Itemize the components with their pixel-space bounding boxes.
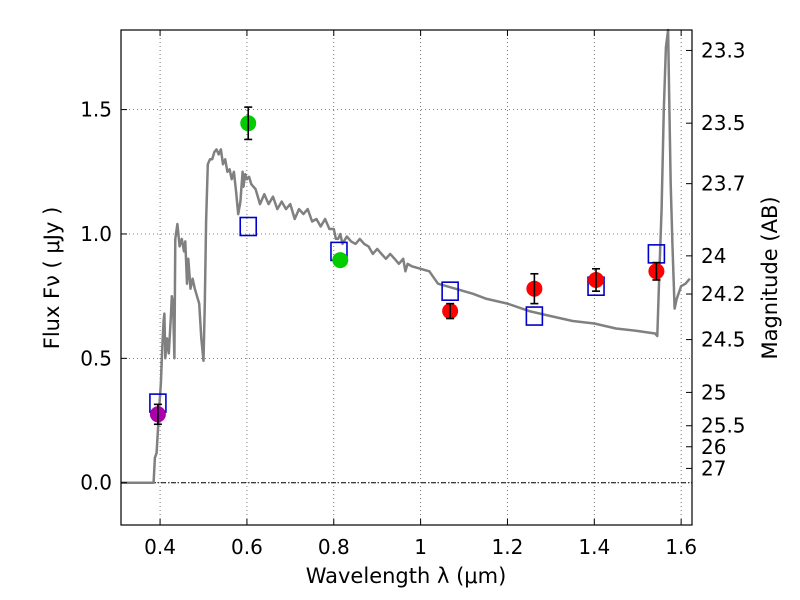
x-tick-label: 0.6 — [231, 535, 263, 559]
x-tick-label: 1 — [414, 535, 427, 559]
spectrum-line — [121, 28, 691, 484]
x-tick-label: 0.4 — [144, 535, 176, 559]
x-axis-label: Wavelength λ (μm) — [306, 564, 507, 588]
magnitude-tick-label: 24 — [701, 244, 726, 268]
y-tick-label: 1.5 — [80, 98, 112, 122]
y-tick-label: 1.0 — [80, 222, 112, 246]
magnitude-tick-label: 25 — [701, 380, 726, 404]
marker-layer — [149, 106, 666, 426]
x-tick-label: 1.6 — [665, 535, 697, 559]
magnitude-tick-label: 26 — [701, 435, 726, 459]
plot-area — [121, 30, 692, 525]
y2-axis-label: Magnitude (AB) — [758, 196, 782, 359]
model-square-marker — [525, 306, 544, 326]
magnitude-tick-label: 24.2 — [701, 282, 746, 306]
x-tick-label: 0.8 — [318, 535, 350, 559]
magnitude-tick-label: 27 — [701, 456, 726, 480]
grid — [121, 30, 692, 525]
magnitude-tick-label: 23.7 — [701, 172, 746, 196]
plot-frame — [120, 29, 693, 526]
magnitude-tick-label: 23.5 — [701, 111, 746, 135]
magnitude-tick-label: 24.5 — [701, 328, 746, 352]
magnitude-tick-label: 25.5 — [701, 414, 746, 438]
spectrum-layer — [121, 28, 691, 484]
x-tick-label: 1.2 — [492, 535, 524, 559]
ticks: 0.4 0.6 0.8 1 1.2 1.4 1.6 0.0 0.5 1.0 1.5 23.3 23.5 2… — [80, 30, 746, 559]
magnitude-tick-label: 23.3 — [701, 38, 746, 62]
y-tick-label: 0.0 — [80, 471, 112, 495]
model-square-marker — [239, 216, 258, 237]
y-tick-label: 0.5 — [80, 346, 112, 370]
observed-point-marker — [332, 252, 349, 269]
model-square-marker — [441, 281, 459, 301]
x-tick-label: 1.4 — [578, 535, 610, 559]
y-axis-label: Flux Fν ( μJy ) — [40, 207, 64, 350]
